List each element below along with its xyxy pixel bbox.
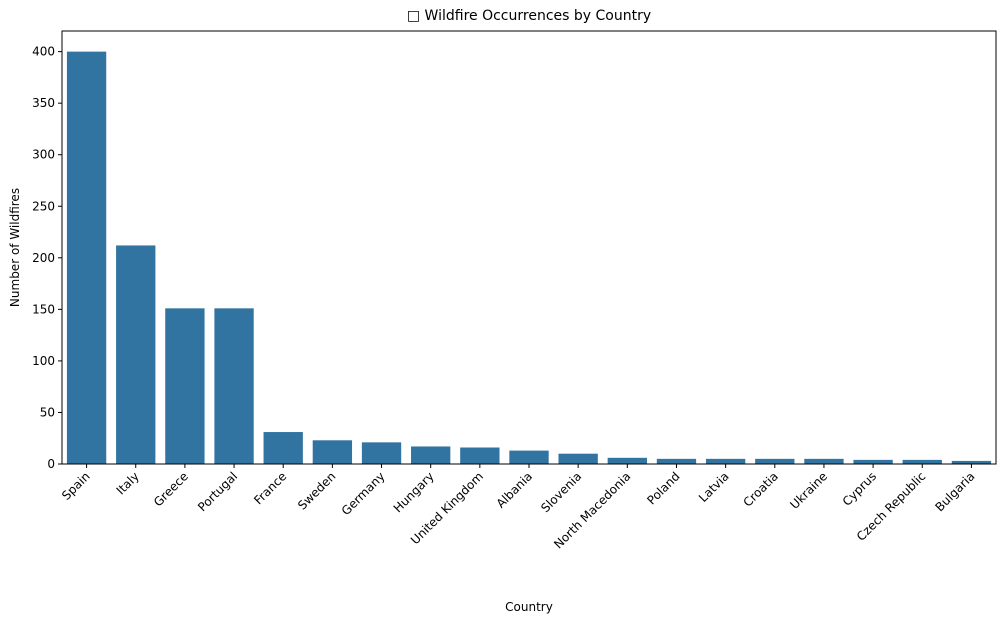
y-tick-label: 100 (32, 354, 55, 368)
bar-latvia (705, 458, 746, 464)
x-tick-label: Spain (59, 469, 93, 503)
bar-czech-republic (902, 459, 942, 464)
x-axis-ticks: Spain Italy Greece Portugal France Sweden Germ… (59, 464, 978, 551)
bar-poland (656, 458, 697, 464)
bar-albania (509, 450, 549, 464)
y-tick-label: 400 (32, 45, 55, 59)
x-axis-label: Country (505, 600, 553, 614)
y-tick-label: 250 (32, 199, 55, 213)
bars-group (66, 51, 992, 465)
bar-north-macedonia (607, 457, 647, 464)
bar-france (263, 432, 303, 464)
bar-italy (116, 245, 156, 464)
x-tick-label: Albania (494, 469, 536, 511)
chart-title: □ Wildfire Occurrences by Country (407, 8, 651, 24)
bar-portugal (214, 308, 254, 464)
y-tick-label: 150 (32, 302, 55, 316)
y-tick-label: 50 (40, 405, 55, 419)
x-tick-label: Croatia (741, 469, 781, 509)
x-tick-label: Sweden (295, 469, 338, 512)
bar-ukraine (804, 458, 844, 464)
x-tick-label: Latvia (696, 469, 732, 505)
bar-croatia (755, 458, 795, 464)
x-tick-label: Ukraine (787, 469, 830, 512)
bar-sweden (312, 440, 353, 464)
x-tick-label: Slovenia (538, 469, 584, 515)
x-tick-label: Germany (339, 469, 388, 518)
x-tick-label: Poland (644, 469, 682, 507)
plot-frame (61, 30, 997, 465)
x-tick-label: Italy (114, 469, 142, 497)
bar-germany (361, 442, 402, 464)
x-tick-label: France (251, 469, 289, 507)
y-tick-label: 0 (47, 457, 55, 471)
bar-cyprus (853, 459, 893, 464)
x-tick-label: Portugal (195, 469, 240, 514)
y-tick-label: 300 (32, 148, 55, 162)
y-tick-label: 350 (32, 96, 55, 110)
bar-spain (66, 51, 107, 465)
x-tick-label: Greece (151, 469, 191, 509)
y-axis-label: Number of Wildfires (8, 188, 22, 307)
y-tick-label: 200 (32, 251, 55, 265)
x-tick-label: Bulgaria (932, 469, 977, 514)
bar-hungary (411, 446, 451, 464)
x-tick-label: Cyprus (840, 469, 880, 509)
bar-bulgaria (951, 460, 992, 464)
bar-united-kingdom (460, 447, 500, 464)
bar-greece (165, 308, 205, 464)
bar-slovenia (558, 453, 598, 464)
x-tick-label: Hungary (391, 469, 437, 515)
y-axis-ticks: 0 50 100 150 200 250 300 350 400 (32, 45, 62, 471)
